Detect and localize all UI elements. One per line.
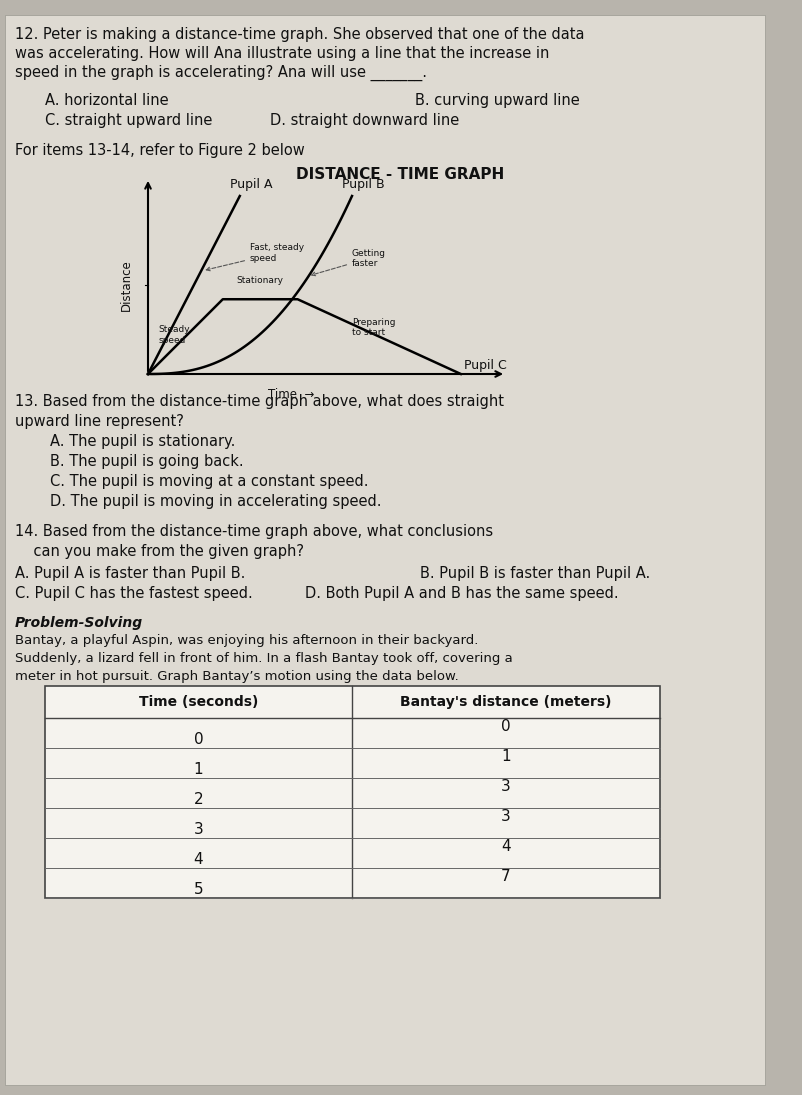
Text: A. The pupil is stationary.: A. The pupil is stationary. [50,434,235,449]
Text: Suddenly, a lizard fell in front of him. In a flash Bantay took off, covering a: Suddenly, a lizard fell in front of him.… [15,652,512,665]
Text: B. curving upward line: B. curving upward line [415,93,580,108]
Text: Time (seconds): Time (seconds) [139,695,258,708]
Text: 7: 7 [501,869,511,884]
Text: Getting
faster: Getting faster [312,249,386,276]
Text: A. Pupil A is faster than Pupil B.: A. Pupil A is faster than Pupil B. [15,566,245,581]
Text: speed in the graph is accelerating? Ana will use _______.: speed in the graph is accelerating? Ana … [15,65,427,81]
Text: 3: 3 [501,809,511,823]
Text: 4: 4 [501,839,511,854]
Text: 12. Peter is making a distance-time graph. She observed that one of the data: 12. Peter is making a distance-time grap… [15,27,585,42]
Text: D. Both Pupil A and B has the same speed.: D. Both Pupil A and B has the same speed… [305,586,618,601]
Text: Time  →: Time → [268,388,314,401]
Text: 5: 5 [194,883,204,897]
Text: Preparing
to start: Preparing to start [352,318,395,337]
Text: C. straight upward line: C. straight upward line [45,113,213,128]
Text: Pupil C: Pupil C [464,358,507,371]
Text: Pupil B: Pupil B [342,177,384,191]
Text: Stationary: Stationary [237,276,283,285]
Text: C. Pupil C has the fastest speed.: C. Pupil C has the fastest speed. [15,586,253,601]
Text: 3: 3 [501,779,511,794]
Text: 14. Based from the distance-time graph above, what conclusions: 14. Based from the distance-time graph a… [15,525,493,539]
Text: 0: 0 [194,733,204,747]
Text: A. horizontal line: A. horizontal line [45,93,168,108]
Text: Pupil A: Pupil A [229,177,272,191]
Text: Bantay, a playful Aspin, was enjoying his afternoon in their backyard.: Bantay, a playful Aspin, was enjoying hi… [15,634,478,647]
Text: meter in hot pursuit. Graph Bantay’s motion using the data below.: meter in hot pursuit. Graph Bantay’s mot… [15,670,459,683]
Text: was accelerating. How will Ana illustrate using a line that the increase in: was accelerating. How will Ana illustrat… [15,46,549,61]
Text: 13. Based from the distance-time graph above, what does straight: 13. Based from the distance-time graph a… [15,394,504,410]
Text: Distance: Distance [119,260,132,311]
Text: 3: 3 [193,822,204,837]
Text: Fast, steady
speed: Fast, steady speed [206,243,304,270]
Text: Problem-Solving: Problem-Solving [15,616,143,630]
Text: For items 13-14, refer to Figure 2 below: For items 13-14, refer to Figure 2 below [15,143,305,158]
Text: 2: 2 [194,792,204,807]
Text: D. The pupil is moving in accelerating speed.: D. The pupil is moving in accelerating s… [50,494,382,509]
Text: Bantay's distance (meters): Bantay's distance (meters) [400,695,612,708]
Text: can you make from the given graph?: can you make from the given graph? [15,544,304,560]
Bar [45,685,660,898]
Text: DISTANCE - TIME GRAPH: DISTANCE - TIME GRAPH [296,168,504,182]
Text: B. The pupil is going back.: B. The pupil is going back. [50,454,244,469]
Text: 4: 4 [194,852,204,867]
Text: 0: 0 [501,719,511,734]
Text: 1: 1 [501,749,511,764]
Text: B. Pupil B is faster than Pupil A.: B. Pupil B is faster than Pupil A. [420,566,650,581]
Text: 1: 1 [194,762,204,777]
FancyBboxPatch shape [5,15,765,1085]
Text: upward line represent?: upward line represent? [15,414,184,429]
Text: C. The pupil is moving at a constant speed.: C. The pupil is moving at a constant spe… [50,474,368,489]
Text: Steady
speed: Steady speed [158,325,190,345]
Text: D. straight downward line: D. straight downward line [270,113,460,128]
